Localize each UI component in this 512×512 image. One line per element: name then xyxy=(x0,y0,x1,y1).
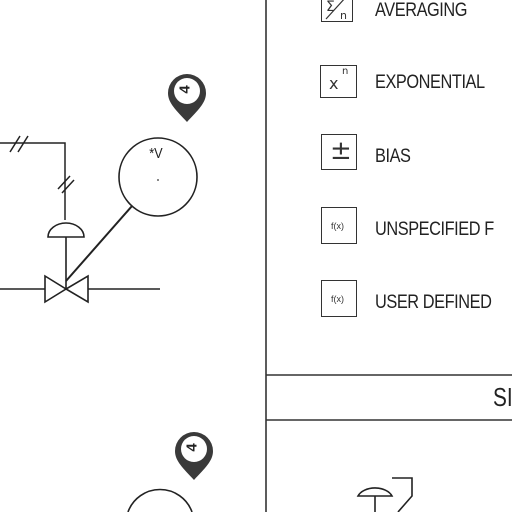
tag-marker-2 xyxy=(175,432,213,480)
averaging-symbol: Σ n xyxy=(321,0,353,22)
signal-line xyxy=(0,135,75,220)
instrument-bubble xyxy=(118,137,198,217)
svg-text:Σ: Σ xyxy=(326,0,335,15)
bubble-center-dot xyxy=(157,179,159,181)
svg-text:n: n xyxy=(340,9,347,21)
legend-label-user-defined: USER DEFINED xyxy=(375,292,492,313)
instrument-connection xyxy=(65,205,133,282)
unspecified-function-symbol: f(x) xyxy=(321,207,357,244)
exponential-symbol: x n xyxy=(320,65,357,98)
tag-marker-1 xyxy=(168,74,206,122)
bias-symbol: ± xyxy=(321,134,357,170)
partial-instrument-bubble xyxy=(127,488,193,512)
tag-marker-1-label: 4 xyxy=(176,85,194,94)
control-valve xyxy=(0,274,160,304)
valve-actuator xyxy=(47,222,85,288)
partial-valve-symbol xyxy=(356,477,413,512)
tag-marker-2-label: 4 xyxy=(183,443,201,452)
instrument-label: *V xyxy=(149,145,163,162)
legend-label-exponential: EXPONENTIAL xyxy=(375,72,485,93)
user-defined-function-symbol: f(x) xyxy=(321,280,357,317)
legend-label-bias: BIAS xyxy=(375,146,411,167)
legend-label-unspecified-function: UNSPECIFIED F xyxy=(375,219,494,240)
legend-label-averaging: AVERAGING xyxy=(375,0,468,21)
section-title: SI xyxy=(493,382,512,412)
